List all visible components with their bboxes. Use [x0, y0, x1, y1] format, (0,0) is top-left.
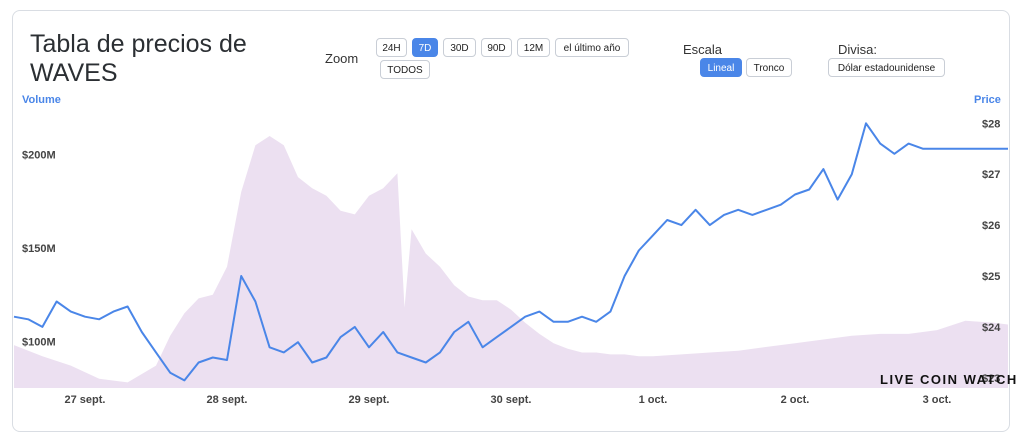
x-tick-label: 3 oct.: [923, 394, 952, 406]
scale-linear-button[interactable]: Lineal: [700, 58, 742, 77]
x-tick-label: 27 sept.: [65, 394, 106, 406]
x-tick-label: 29 sept.: [349, 394, 390, 406]
x-tick-label: 28 sept.: [207, 394, 248, 406]
price-tick-label: $23: [982, 373, 1000, 385]
price-line: [13, 122, 1008, 382]
volume-tick-label: $150M: [22, 243, 56, 255]
volume-tick-label: $100M: [22, 336, 56, 348]
price-tick-label: $27: [982, 169, 1000, 181]
zoom-label: Zoom: [325, 51, 359, 66]
price-tick-label: $28: [982, 118, 1000, 130]
zoom-24h-button[interactable]: 24H: [376, 38, 407, 57]
zoom-30d-button[interactable]: 30D: [443, 38, 476, 57]
title-line-1: Tabla de precios de: [30, 30, 247, 58]
zoom-last-year-button[interactable]: el último año: [555, 38, 629, 57]
price-axis-title: Price: [974, 94, 1001, 106]
zoom-90d-button[interactable]: 90D: [481, 38, 512, 57]
price-volume-chart: $100M $150M $200M $23 $24 $25 $26 $27 $28 27 se…: [13, 118, 1008, 406]
livecoinwatch-watermark: LIVE COIN WATCH: [880, 372, 1018, 387]
scale-log-button[interactable]: Tronco: [746, 58, 792, 77]
x-tick-label: 30 sept.: [491, 394, 532, 406]
zoom-7d-button[interactable]: 7D: [412, 38, 438, 57]
volume-tick-label: $200M: [22, 150, 56, 162]
price-tick-label: $25: [982, 271, 1000, 283]
x-tick-label: 2 oct.: [781, 394, 810, 406]
price-tick-label: $26: [982, 220, 1000, 232]
currency-label: Divisa:: [838, 42, 878, 57]
price-tick-label: $24: [982, 322, 1001, 334]
title-line-2: WAVES: [30, 59, 118, 87]
x-tick-label: 1 oct.: [639, 394, 668, 406]
scale-label: Escala: [683, 42, 723, 57]
zoom-12m-button[interactable]: 12M: [517, 38, 550, 57]
page-title: Tabla de precios de WAVES: [30, 30, 290, 88]
zoom-all-button[interactable]: TODOS: [380, 60, 430, 79]
volume-area: [14, 136, 1008, 388]
currency-select[interactable]: Dólar estadounidense: [828, 58, 945, 77]
volume-axis-title: Volume: [22, 94, 61, 106]
